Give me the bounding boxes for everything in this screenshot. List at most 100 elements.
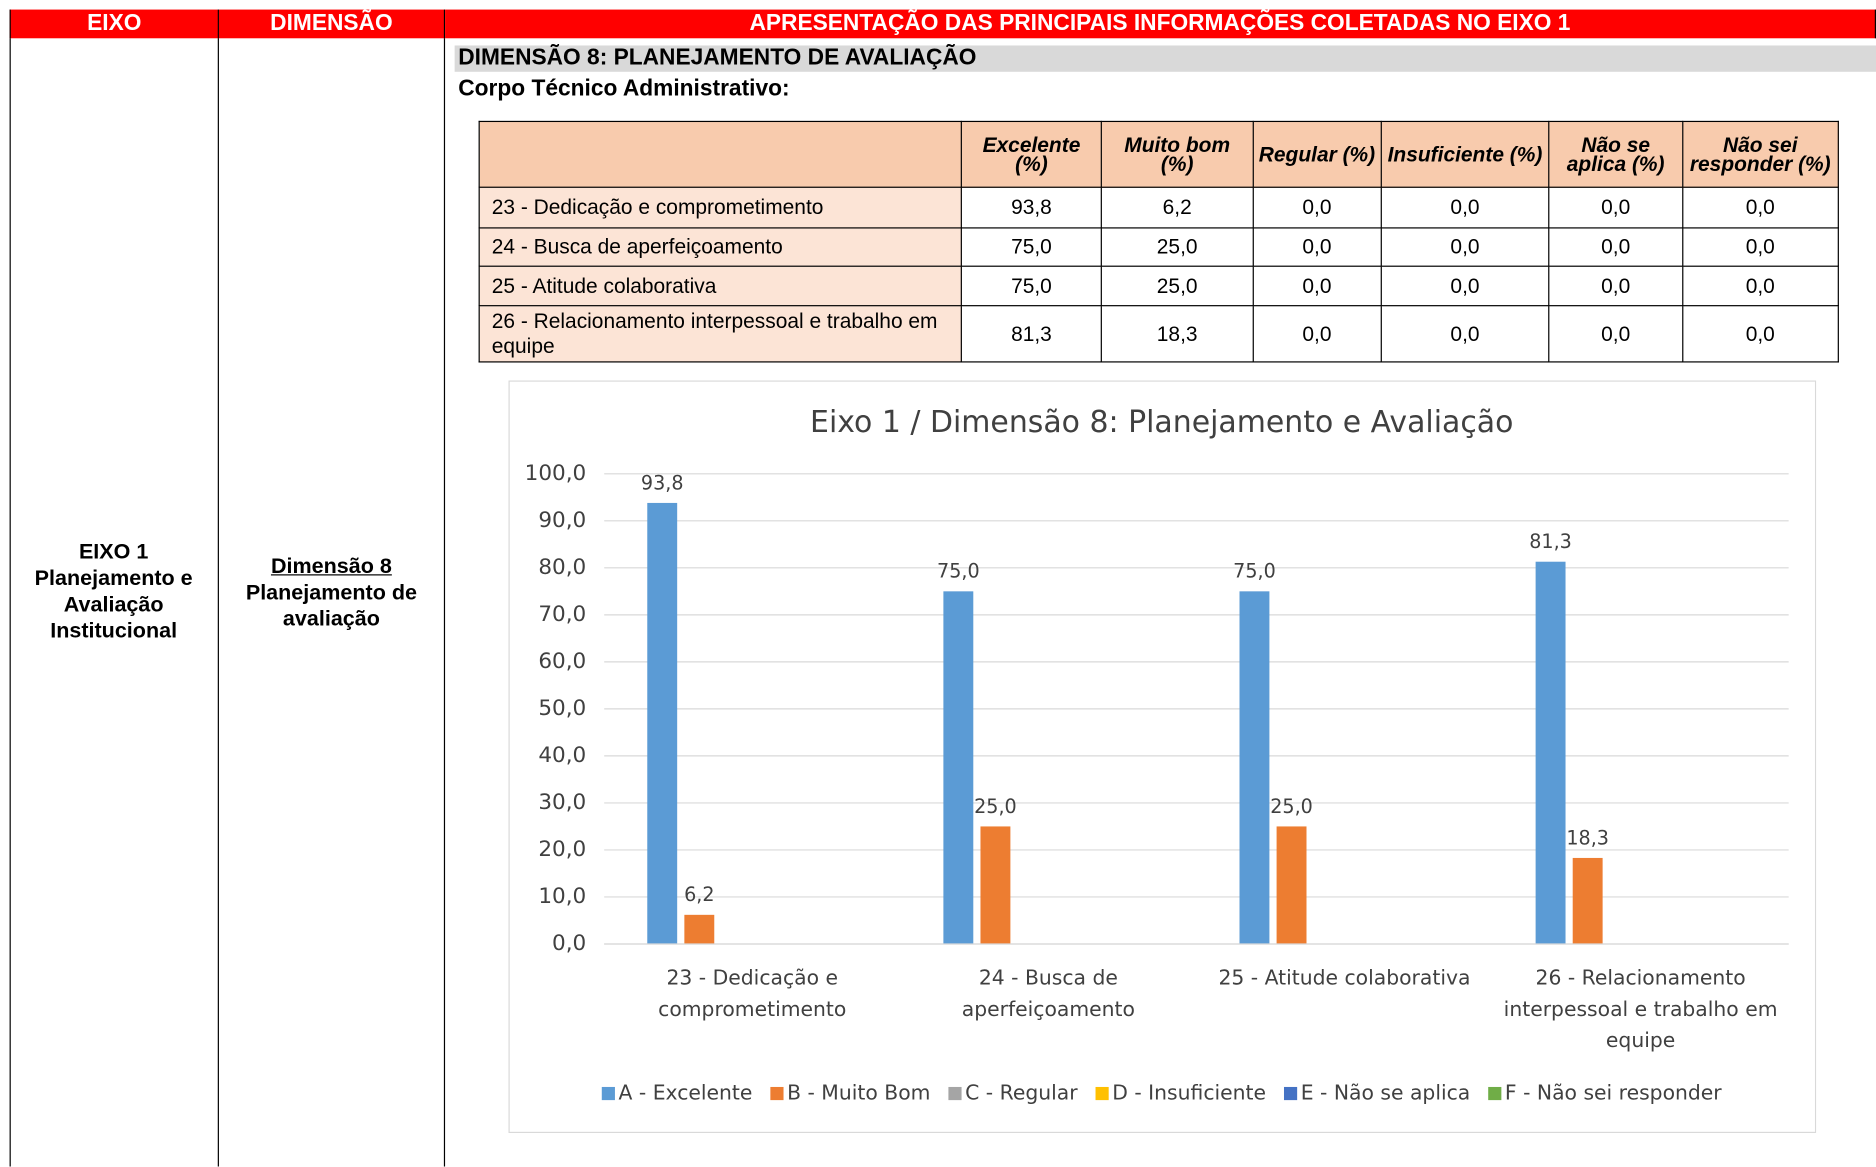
chart-title: Eixo 1 / Dimensão 8: Planejamento e Aval… (810, 405, 1513, 440)
y-tick-label: 20,0 (538, 837, 586, 862)
eixo-title: EIXO 1 (78, 539, 149, 564)
table-value: 18,3 (1100, 305, 1254, 363)
x-tick-label: 26 - Relacionamento interpessoal e trabal… (1504, 966, 1778, 1052)
bar (943, 591, 974, 944)
dimensao-title: Dimensão 8 (270, 553, 392, 578)
table-row: 26 - Relacionamento interpessoal e traba… (478, 305, 1839, 363)
data-label: 81,3 (1529, 530, 1572, 553)
data-label: 75,0 (937, 560, 980, 583)
header-cell: EIXO (9, 9, 219, 39)
table-row: 23 - Dedicação e comprometimento 93,8 6,2 0… (478, 186, 1839, 229)
legend-swatch (1095, 1086, 1109, 1101)
data-label: 6,2 (684, 883, 714, 906)
x-tick-label: 24 - Busca de aperfeiçoamento (962, 966, 1135, 1021)
table-value: 6,2 (1100, 186, 1254, 229)
table-value: 81,3 (961, 305, 1102, 363)
table-value: 0,0 (1681, 265, 1839, 307)
table-value: 0,0 (1548, 305, 1683, 363)
column-header: Muito bom (%) (1100, 120, 1254, 188)
table-value: 75,0 (961, 227, 1102, 267)
table-value: 0,0 (1548, 186, 1683, 229)
x-tick-label: 23 - Dedicação e comprometimento (658, 966, 846, 1021)
legend-swatch (948, 1086, 962, 1101)
row-label: 24 - Busca de aperfeiçoamento (478, 227, 963, 267)
legend-label: E - Não se aplica (1301, 1081, 1471, 1105)
header-row: Excelente (%) Muito bom (%) Regular (%) Ins… (478, 120, 1839, 188)
table-value: 75,0 (961, 265, 1102, 307)
table-value: 25,0 (1100, 227, 1254, 267)
table-value: 93,8 (961, 186, 1102, 229)
table-value: 0,0 (1548, 265, 1683, 307)
table-value: 0,0 (1681, 305, 1839, 363)
table-value: 0,0 (1380, 305, 1550, 363)
column-header: Insuficiente (%) (1380, 120, 1550, 188)
eixo-cell: EIXO 1 Planejamento e Avaliação Instituc… (14, 538, 213, 643)
x-tick-label: 25 - Atitude colaborativa (1218, 966, 1470, 990)
table-row: 25 - Atitude colaborativa 75,0 25,0 0,0 0,0 0… (478, 265, 1839, 307)
y-tick-label: 40,0 (538, 743, 586, 768)
bar (647, 502, 678, 944)
column-header: Não sei responder (%) (1681, 120, 1839, 188)
y-tick-label: 50,0 (538, 696, 586, 721)
table-value: 0,0 (1252, 265, 1382, 307)
y-tick-label: 100,0 (525, 461, 587, 486)
y-tick-label: 70,0 (538, 602, 586, 627)
table-value: 0,0 (1681, 186, 1839, 229)
y-tick-label: 0,0 (552, 931, 586, 956)
legend-label: A - Excelente (619, 1081, 753, 1105)
table-row: 24 - Busca de aperfeiçoamento 75,0 25,0 0,0… (478, 227, 1839, 267)
table-value: 0,0 (1252, 227, 1382, 267)
column-header: Não se aplica (%) (1548, 120, 1683, 188)
header-cell: DIMENSÃO (218, 9, 446, 39)
table-value: 0,0 (1380, 186, 1550, 229)
border (217, 38, 219, 1167)
column-header: Excelente (%) (961, 120, 1102, 188)
legend-label: C - Regular (965, 1081, 1078, 1105)
section-title: DIMENSÃO 8: PLANEJAMENTO DE AVALIAÇÃO (454, 45, 1876, 72)
table-value: 25,0 (1100, 265, 1254, 307)
eixo-name: Planejamento e Avaliação Institucional (34, 565, 193, 643)
data-label: 25,0 (974, 795, 1017, 818)
legend-label: F - Não sei responder (1505, 1081, 1722, 1105)
bar (1276, 826, 1307, 944)
table-value: 0,0 (1380, 227, 1550, 267)
data-label: 18,3 (1566, 826, 1609, 849)
table-value: 0,0 (1681, 227, 1839, 267)
border (9, 38, 11, 1167)
row-label: 23 - Dedicação e comprometimento (478, 186, 963, 229)
y-tick-label: 80,0 (538, 555, 586, 580)
chart-frame (508, 380, 1817, 1134)
legend-swatch (1283, 1086, 1298, 1101)
table-value: 0,0 (1252, 305, 1382, 363)
column-header: Regular (%) (1252, 120, 1382, 188)
legend-swatch (770, 1086, 784, 1101)
legend-label: B - Muito Bom (787, 1081, 930, 1105)
data-label: 25,0 (1270, 795, 1313, 818)
bar (1239, 591, 1270, 944)
data-label: 75,0 (1233, 560, 1276, 583)
bar (1572, 857, 1603, 944)
data-label: 93,8 (641, 471, 684, 494)
y-tick-label: 60,0 (538, 649, 586, 674)
dimensao-cell: Dimensão 8 Planejamento de avaliação (223, 553, 441, 632)
data-table: Excelente (%) Muito bom (%) Regular (%) Ins… (478, 120, 1839, 363)
border (443, 38, 446, 1167)
legend-swatch (601, 1086, 615, 1101)
dimensao-name: Planejamento de avaliação (245, 580, 417, 631)
bar (1535, 561, 1566, 944)
table-value: 0,0 (1252, 186, 1382, 229)
table-corner (478, 120, 963, 188)
table-value: 0,0 (1548, 227, 1683, 267)
y-tick-label: 30,0 (538, 790, 586, 815)
bar (684, 914, 715, 944)
header-cell: APRESENTAÇÃO DAS PRINCIPAIS INFORMAÇÕES … (445, 9, 1876, 39)
row-label: 25 - Atitude colaborativa (478, 265, 963, 307)
bar (980, 826, 1011, 944)
table-value: 0,0 (1380, 265, 1550, 307)
subtitle: Corpo Técnico Administrativo: (458, 76, 790, 102)
legend-label: D - Insuficiente (1112, 1081, 1266, 1105)
y-tick-label: 10,0 (538, 884, 586, 909)
legend-swatch (1488, 1086, 1502, 1101)
